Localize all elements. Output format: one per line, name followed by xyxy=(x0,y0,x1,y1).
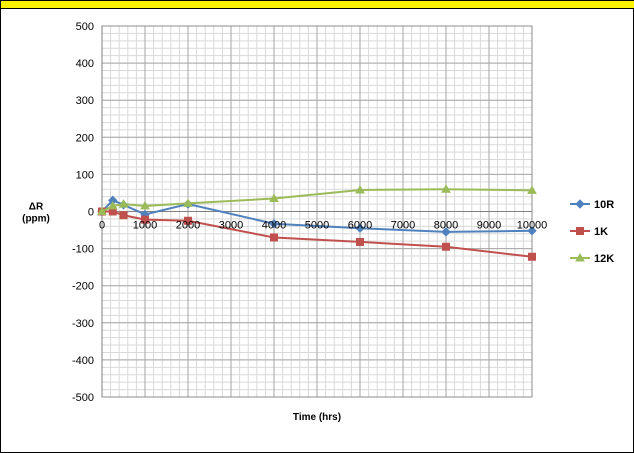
x-tick-label: 6000 xyxy=(348,220,372,232)
data-point-1k xyxy=(141,215,149,224)
series-12k xyxy=(97,184,537,215)
y-tick-label: -100 xyxy=(72,244,94,256)
data-point-12k xyxy=(355,184,365,194)
y-tick-label: 500 xyxy=(76,21,94,33)
legend-label: 1K xyxy=(594,226,608,238)
x-tick-label: 4000 xyxy=(262,220,286,232)
data-point-12k xyxy=(269,193,279,203)
x-tick-label: 7000 xyxy=(391,220,415,232)
y-tick-label: 300 xyxy=(76,95,94,107)
x-tick-label: 8000 xyxy=(434,220,458,232)
y-tick-label: 200 xyxy=(76,132,94,144)
y-axis-label-line2: (ppm) xyxy=(22,214,50,225)
data-point-12k xyxy=(97,206,107,215)
data-point-12k xyxy=(107,200,118,210)
x-tick-label: 9000 xyxy=(477,220,501,232)
legend-label: 10R xyxy=(594,199,614,211)
data-point-1k xyxy=(184,216,192,225)
legend-item-12k: 12K xyxy=(570,252,614,265)
data-point-10r xyxy=(355,223,365,233)
legend-item-1k: 1K xyxy=(570,226,608,238)
x-tick-label: 10000 xyxy=(517,220,548,232)
series-group xyxy=(97,184,537,261)
data-point-1k xyxy=(119,211,128,220)
title-band xyxy=(1,1,634,9)
legend-marker xyxy=(575,252,585,262)
data-point-1k xyxy=(442,242,450,251)
x-tick-label: 1000 xyxy=(133,220,157,232)
data-point-1k xyxy=(270,233,278,242)
data-point-12k xyxy=(140,200,150,210)
x-tick-label: 3000 xyxy=(219,220,243,232)
data-point-12k xyxy=(118,199,129,208)
x-axis-label: Time (hrs) xyxy=(293,412,341,423)
data-point-12k xyxy=(441,184,451,193)
data-point-10r xyxy=(441,227,451,237)
legend-item-10r: 10R xyxy=(570,199,614,211)
y-tick-label: -500 xyxy=(72,392,94,404)
x-tick-label: 0 xyxy=(99,220,105,232)
data-point-10r xyxy=(269,219,279,229)
y-tick-label: -400 xyxy=(72,355,94,367)
data-point-1k xyxy=(356,237,364,246)
data-point-12k xyxy=(527,185,537,194)
legend-marker xyxy=(575,199,585,209)
y-tick-label: 400 xyxy=(76,58,94,70)
y-tick-label: 0 xyxy=(88,207,94,219)
y-tick-label: -200 xyxy=(72,281,94,293)
data-point-12k xyxy=(183,198,193,207)
legend: 10R 1K 12K xyxy=(570,199,614,265)
x-tick-label: 2000 xyxy=(176,220,200,232)
data-point-10r xyxy=(527,226,537,236)
y-axis-label-line1: ΔR xyxy=(29,202,44,213)
legend-label: 12K xyxy=(594,253,614,265)
y-tick-label: -300 xyxy=(72,318,94,330)
data-point-1k xyxy=(528,252,536,261)
y-tick-label: 100 xyxy=(76,169,94,181)
legend-marker xyxy=(576,227,584,235)
x-tick-label: 5000 xyxy=(305,220,329,232)
